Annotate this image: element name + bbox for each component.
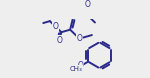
Text: O: O <box>76 34 82 43</box>
Text: CH₃: CH₃ <box>69 66 82 72</box>
Text: O: O <box>85 0 91 9</box>
Text: O: O <box>56 36 62 45</box>
Text: O: O <box>52 22 58 31</box>
Text: O: O <box>78 61 84 70</box>
